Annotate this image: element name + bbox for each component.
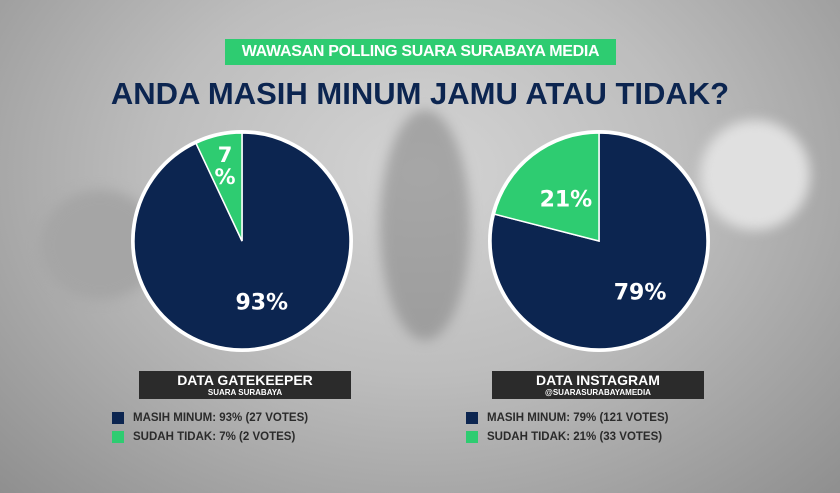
chart-subtitle: SUARA SURABAYA (207, 388, 283, 397)
legend-item: MASIH MINUM: 93% (27 VOTES) (112, 412, 308, 424)
legend-label: MASIH MINUM: 93% (27 VOTES) (133, 412, 309, 424)
background-photo (700, 120, 810, 230)
pie-chart-instagram: 79% 21% (488, 130, 710, 352)
legend-item: SUDAH TIDAK: 21% (33 VOTES) (466, 431, 662, 443)
chart-title: DATA GATEKEEPER (177, 372, 313, 388)
page-title: ANDA MASIH MINUM JAMU ATAU TIDAK? (110, 76, 730, 111)
legend-swatch (112, 431, 124, 443)
poll-tag: WAWASAN POLLING SUARA SURABAYA MEDIA (225, 39, 616, 65)
background-photo (380, 110, 470, 340)
pie-data-label: 93% (235, 291, 288, 316)
pie-chart-gatekeeper: 93% 7% (131, 130, 353, 352)
legend-swatch (466, 431, 478, 443)
pie-data-label: % (215, 165, 236, 189)
legend-swatch (112, 412, 124, 424)
pie-data-label: 21% (540, 187, 593, 212)
legend-label: SUDAH TIDAK: 7% (2 VOTES) (133, 431, 296, 443)
chart-title: DATA INSTAGRAM (536, 372, 660, 388)
chart-title-box-gatekeeper: DATA GATEKEEPER SUARA SURABAYA (139, 371, 351, 399)
pie-slice-sudah-tidak (493, 132, 600, 242)
pie-data-label: 7 (218, 143, 233, 167)
legend-swatch (466, 412, 478, 424)
chart-title-box-instagram: DATA INSTAGRAM @SUARASURABAYAMEDIA (492, 371, 704, 399)
pie-data-label: 79% (614, 281, 667, 306)
pie-slice-sudah-tidak (195, 132, 243, 242)
legend-item: MASIH MINUM: 79% (121 VOTES) (466, 412, 668, 424)
pie-slice-masih-minum (490, 132, 708, 350)
legend-label: MASIH MINUM: 79% (121 VOTES) (487, 412, 669, 424)
chart-subtitle: @SUARASURABAYAMEDIA (545, 388, 651, 397)
legend-label: SUDAH TIDAK: 21% (33 VOTES) (487, 431, 663, 443)
legend-item: SUDAH TIDAK: 7% (2 VOTES) (112, 431, 295, 443)
